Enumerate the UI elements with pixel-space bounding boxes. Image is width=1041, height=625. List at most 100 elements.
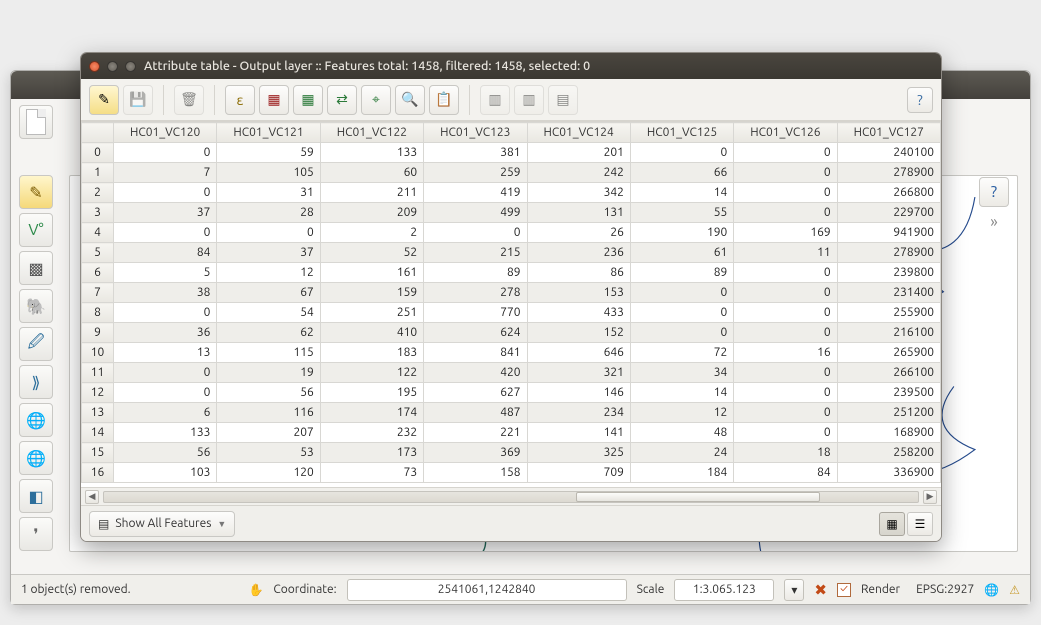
field-calculator-button[interactable]: ▤	[548, 85, 578, 115]
table-row[interactable]: 4002026190169941900	[82, 223, 941, 243]
help-button[interactable]: ?	[907, 87, 933, 113]
cell[interactable]: 26	[527, 223, 630, 243]
cell[interactable]: 0	[114, 383, 217, 403]
cell[interactable]: 72	[630, 343, 733, 363]
cell[interactable]: 0	[630, 283, 733, 303]
cell[interactable]: 234	[527, 403, 630, 423]
cell[interactable]: 28	[217, 203, 320, 223]
cell[interactable]: 89	[424, 263, 527, 283]
window-minimize-button[interactable]	[107, 61, 118, 72]
cell[interactable]: 0	[114, 223, 217, 243]
cell[interactable]: 0	[734, 203, 837, 223]
horizontal-scrollbar[interactable]: ◀ ▶	[81, 487, 941, 505]
cell[interactable]: 410	[320, 323, 423, 343]
cell[interactable]: 251	[320, 303, 423, 323]
cell[interactable]: 11	[734, 243, 837, 263]
invert-selection-button[interactable]: ⇄	[327, 85, 357, 115]
cell[interactable]: 19	[217, 363, 320, 383]
zoom-to-selected-button[interactable]: 🔍	[395, 85, 425, 115]
cell[interactable]: 211	[320, 183, 423, 203]
cell[interactable]: 60	[320, 163, 423, 183]
cell[interactable]: 16	[734, 343, 837, 363]
save-edits-button[interactable]: 💾	[123, 85, 153, 115]
table-row[interactable]: 9366241062415200216100	[82, 323, 941, 343]
table-row[interactable]: 1556531733693252418258200	[82, 443, 941, 463]
new-column-button[interactable]: ▥	[480, 85, 510, 115]
cell[interactable]: 420	[424, 363, 527, 383]
cell[interactable]: 381	[424, 143, 527, 163]
delimited-text-button[interactable]: ❜	[19, 517, 53, 551]
cell[interactable]: 115	[217, 343, 320, 363]
row-header[interactable]: 4	[82, 223, 114, 243]
cell[interactable]: 5	[114, 263, 217, 283]
cell[interactable]: 37	[217, 243, 320, 263]
cell[interactable]: 627	[424, 383, 527, 403]
delete-column-button[interactable]: ▥	[514, 85, 544, 115]
cell[interactable]: 278900	[837, 243, 940, 263]
cell[interactable]: 12	[217, 263, 320, 283]
cell[interactable]: 122	[320, 363, 423, 383]
column-header[interactable]: HC01_VC125	[630, 123, 733, 143]
cell[interactable]: 229700	[837, 203, 940, 223]
cell[interactable]: 13	[114, 343, 217, 363]
cell[interactable]: 240100	[837, 143, 940, 163]
cell[interactable]: 73	[320, 463, 423, 483]
cell[interactable]: 6	[114, 403, 217, 423]
table-row[interactable]: 58437522152366111278900	[82, 243, 941, 263]
cell[interactable]: 116	[217, 403, 320, 423]
render-checkbox[interactable]	[837, 583, 851, 597]
cell[interactable]: 131	[527, 203, 630, 223]
globe-add-button[interactable]: 🌐	[19, 403, 53, 437]
filter-dropdown[interactable]: ▤ Show All Features ▼	[89, 511, 235, 537]
move-selection-top-button[interactable]: ▦	[293, 85, 323, 115]
cell[interactable]: 120	[217, 463, 320, 483]
new-project-button[interactable]	[19, 105, 53, 139]
edit-tool-button[interactable]: ✎	[19, 175, 53, 209]
cell[interactable]: 709	[527, 463, 630, 483]
cell[interactable]: 265900	[837, 343, 940, 363]
row-header[interactable]: 15	[82, 443, 114, 463]
cell[interactable]: 183	[320, 343, 423, 363]
attribute-table-grid[interactable]: HC01_VC120HC01_VC121HC01_VC122HC01_VC123…	[81, 121, 941, 487]
cell[interactable]: 259	[424, 163, 527, 183]
cell[interactable]: 266100	[837, 363, 940, 383]
cell[interactable]: 0	[630, 303, 733, 323]
window-maximize-button[interactable]	[125, 61, 136, 72]
cell[interactable]: 215	[424, 243, 527, 263]
cell[interactable]: 342	[527, 183, 630, 203]
cell[interactable]: 0	[734, 383, 837, 403]
cell[interactable]: 146	[527, 383, 630, 403]
cell[interactable]: 53	[217, 443, 320, 463]
row-header[interactable]: 12	[82, 383, 114, 403]
raster-tool-button[interactable]: ▩	[19, 251, 53, 285]
cell[interactable]: 278900	[837, 163, 940, 183]
cell[interactable]: 0	[734, 303, 837, 323]
cell[interactable]: 67	[217, 283, 320, 303]
cell[interactable]: 84	[734, 463, 837, 483]
cell[interactable]: 153	[527, 283, 630, 303]
select-by-expression-button[interactable]: ε	[225, 85, 255, 115]
cell[interactable]: 195	[320, 383, 423, 403]
log-icon[interactable]: ⚠	[1009, 583, 1020, 597]
column-header[interactable]: HC01_VC122	[320, 123, 423, 143]
cell[interactable]: 266800	[837, 183, 940, 203]
scroll-left-button[interactable]: ◀	[85, 490, 99, 504]
table-row[interactable]: 1710560259242660278900	[82, 163, 941, 183]
cell[interactable]: 173	[320, 443, 423, 463]
cell[interactable]: 184	[630, 463, 733, 483]
cell[interactable]: 232	[320, 423, 423, 443]
column-header[interactable]: HC01_VC120	[114, 123, 217, 143]
cell[interactable]: 0	[114, 183, 217, 203]
cell[interactable]: 84	[114, 243, 217, 263]
cell[interactable]: 646	[527, 343, 630, 363]
row-header[interactable]: 14	[82, 423, 114, 443]
table-row[interactable]: 805425177043300255900	[82, 303, 941, 323]
cell[interactable]: 236	[527, 243, 630, 263]
column-header[interactable]: HC01_VC123	[424, 123, 527, 143]
copy-rows-button[interactable]: 📋	[429, 85, 459, 115]
table-row[interactable]: 136116174487234120251200	[82, 403, 941, 423]
cell[interactable]: 38	[114, 283, 217, 303]
pan-to-selected-button[interactable]: ⌖	[361, 85, 391, 115]
cell[interactable]: 161	[320, 263, 423, 283]
table-row[interactable]: 161031207315870918484336900	[82, 463, 941, 483]
